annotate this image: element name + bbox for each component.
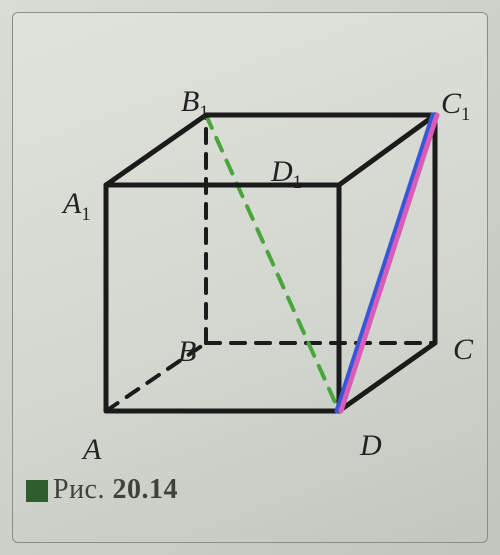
edge-A1B1	[106, 115, 206, 185]
label-B: B	[178, 335, 196, 369]
label-A: A	[83, 433, 101, 467]
cube-svg	[53, 43, 473, 463]
diagonal-C1D-pink	[341, 115, 437, 411]
label-C1: C1	[441, 87, 470, 126]
label-D1: D1	[271, 155, 302, 194]
label-D: D	[360, 429, 382, 463]
caption-number: 20.14	[112, 474, 178, 505]
diagonal-C1D-blue	[337, 115, 433, 411]
label-B1: B1	[181, 85, 209, 124]
figure-frame: A B C D A1 B1 C1 D1 Рис. 20.14	[12, 12, 488, 543]
caption-lead: Рис.	[53, 474, 112, 505]
label-C: C	[453, 333, 473, 367]
cube-diagram: A B C D A1 B1 C1 D1	[53, 43, 473, 463]
figure-caption: Рис. 20.14	[53, 474, 178, 506]
label-A1: A1	[63, 187, 91, 226]
caption-marker	[26, 480, 48, 502]
